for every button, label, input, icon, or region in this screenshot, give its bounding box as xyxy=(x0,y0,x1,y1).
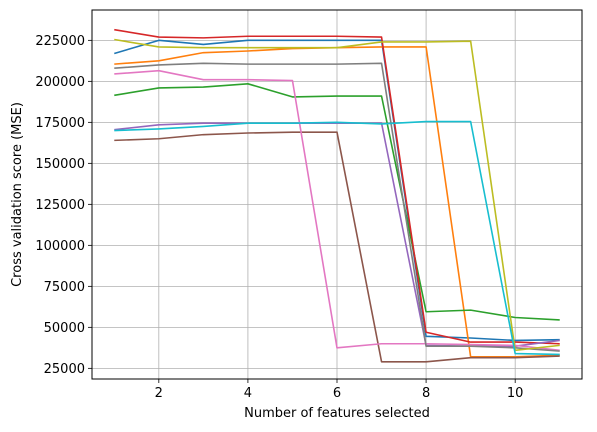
y-tick-label: 200000 xyxy=(35,75,85,90)
x-axis-label: Number of features selected xyxy=(244,406,430,421)
x-tick-label: 8 xyxy=(422,386,430,401)
y-tick-label: 225000 xyxy=(35,34,85,49)
y-tick-label: 50000 xyxy=(44,321,85,336)
y-tick-label: 25000 xyxy=(44,362,85,377)
series-line-1 xyxy=(114,39,560,342)
series-line-6 xyxy=(114,131,560,363)
y-tick-label: 75000 xyxy=(44,280,85,295)
x-tick-label: 4 xyxy=(244,386,252,401)
series-line-9 xyxy=(114,38,560,352)
series-line-8 xyxy=(114,62,560,352)
x-tick-label: 10 xyxy=(507,386,524,401)
y-tick-label: 175000 xyxy=(35,116,85,131)
y-tick-label: 150000 xyxy=(35,157,85,172)
x-tick-label: 6 xyxy=(333,386,341,401)
series-line-4 xyxy=(114,28,560,345)
series-line-10 xyxy=(114,120,560,356)
series-lines xyxy=(114,28,560,363)
y-tick-label: 125000 xyxy=(35,198,85,213)
y-tick-label: 100000 xyxy=(35,239,85,254)
series-line-3 xyxy=(114,83,560,321)
axis-ticks: 2 4 6 8 10 25000 50000 75000 100000 125000 150000 1… xyxy=(35,34,523,401)
x-tick-label: 2 xyxy=(155,386,163,401)
series-line-7 xyxy=(114,69,560,352)
y-axis-label: Cross validation score (MSE) xyxy=(10,102,25,287)
